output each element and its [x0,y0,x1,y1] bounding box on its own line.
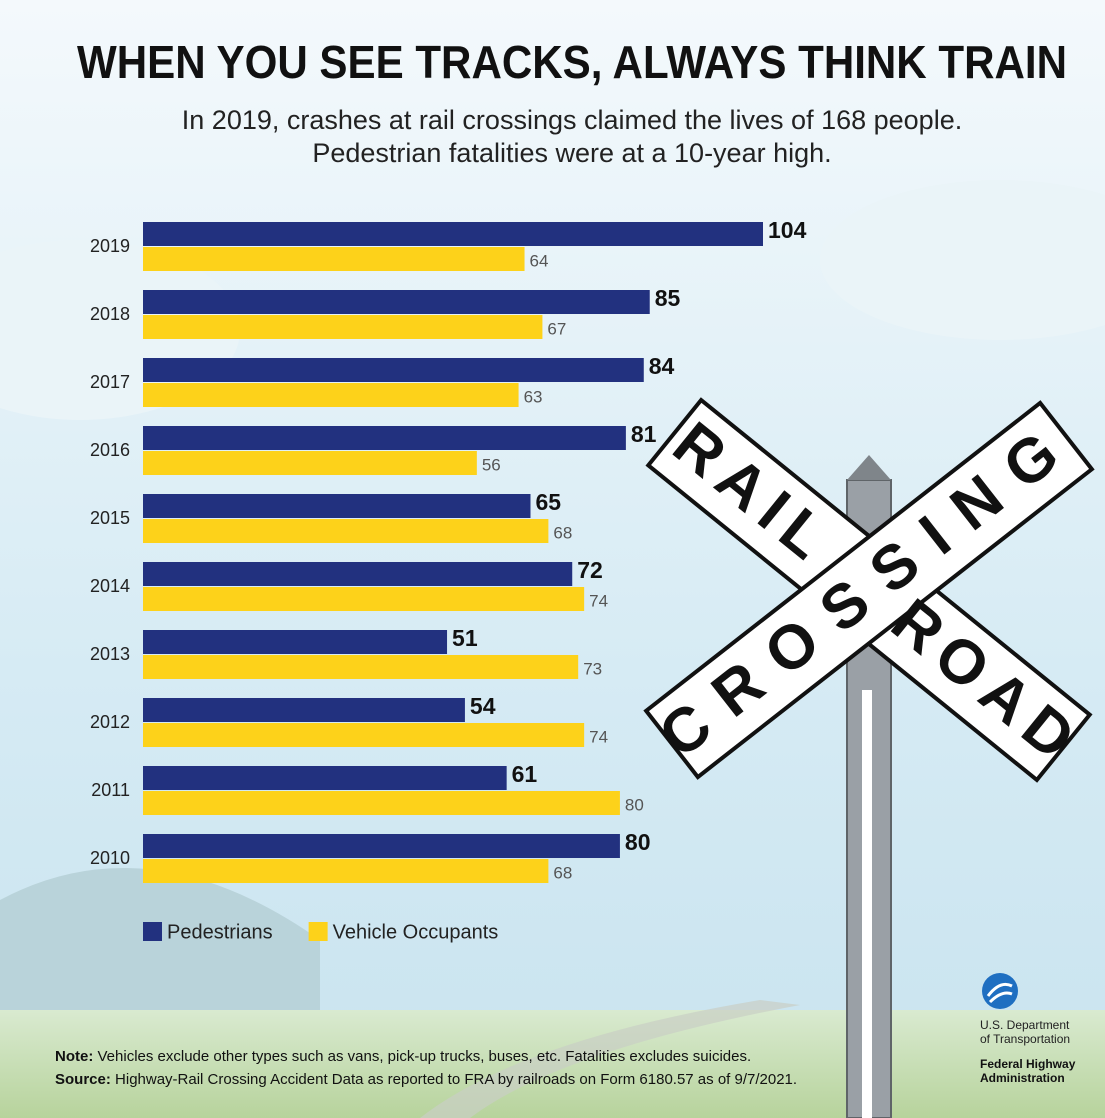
y-tick-label: 2017 [90,372,130,392]
bar [143,655,579,679]
data-label: 51 [452,625,478,651]
data-label: 72 [577,557,603,583]
bar [143,766,507,790]
source-text: Highway-Rail Crossing Accident Data as r… [115,1071,797,1088]
data-label: 63 [524,387,543,406]
logo-text: of Transportation [980,1032,1070,1046]
data-label: 80 [625,795,644,814]
data-label: 85 [655,285,681,311]
subtitle: Pedestrian fatalities were at a 10-year … [312,138,831,168]
data-label: 104 [768,217,807,243]
logo-emblem [982,973,1018,1009]
bar [143,247,525,271]
chart-title: WHEN YOU SEE TRACKS, ALWAYS THINK TRAIN [77,36,1067,88]
bar [143,290,650,314]
y-tick-label: 2019 [90,236,130,256]
bar [143,834,620,858]
bar [143,791,620,815]
legend-swatch [143,922,162,941]
bar [143,587,585,611]
post-cap [847,455,891,480]
bar [143,494,531,518]
note-text: Vehicles exclude other types such as van… [98,1048,752,1065]
plot: 2019 104 64 2018 85 67 2017 84 63 2016 81 56 2015 65 6… [90,217,807,943]
legend-label: Vehicle Occupants [333,921,499,943]
logo: U.S. Department of Transportation Federa… [980,973,1076,1085]
bar [143,630,448,654]
y-tick-label: 2012 [90,712,130,732]
y-tick-label: 2015 [90,508,130,528]
tracks [420,1000,800,1118]
y-tick-label: 2014 [90,576,130,596]
bar [143,562,573,586]
bar [143,383,519,407]
data-label: 73 [583,659,602,678]
bar [143,723,585,747]
data-label: 61 [512,761,538,787]
logo-text: Federal Highway [980,1057,1076,1071]
subtitle: In 2019, crashes at rail crossings claim… [182,105,962,135]
sign-arm [643,400,1095,780]
legend-label: Pedestrians [167,921,273,943]
railroad-sign: RAIL ROAD CROSSING [643,397,1095,1118]
data-label: 64 [530,251,549,270]
bar [143,451,477,475]
y-tick-label: 2010 [90,848,130,868]
bar [143,519,549,543]
bar [143,859,549,883]
data-label: 68 [553,863,572,882]
y-tick-label: 2011 [91,780,130,800]
logo-text: U.S. Department [980,1018,1070,1032]
logo-text: Administration [980,1071,1065,1085]
y-tick-label: 2018 [90,304,130,324]
bar [143,222,763,246]
data-label: 81 [631,421,657,447]
data-label: 54 [470,693,496,719]
bar [143,358,644,382]
note-label: Note: [55,1048,93,1065]
source-label: Source: [55,1071,111,1088]
data-label: 84 [649,353,675,379]
y-tick-label: 2016 [90,440,130,460]
data-label: 74 [589,591,608,610]
data-label: 65 [536,489,562,515]
legend-swatch [308,922,328,941]
data-label: 80 [625,829,651,855]
data-label: 74 [589,727,608,746]
y-tick-label: 2013 [90,644,130,664]
data-label: 67 [547,319,566,338]
bar [143,698,465,722]
data-label: 68 [553,523,572,542]
bar [143,426,626,450]
note: Note: Vehicles exclude other types such … [55,1048,751,1065]
data-label: 56 [482,455,501,474]
post-reflector [862,690,872,1118]
cloud [820,180,1105,340]
bar [143,315,543,339]
logo-swoosh [986,982,1013,1004]
source: Source: Highway-Rail Crossing Accident D… [55,1071,797,1088]
